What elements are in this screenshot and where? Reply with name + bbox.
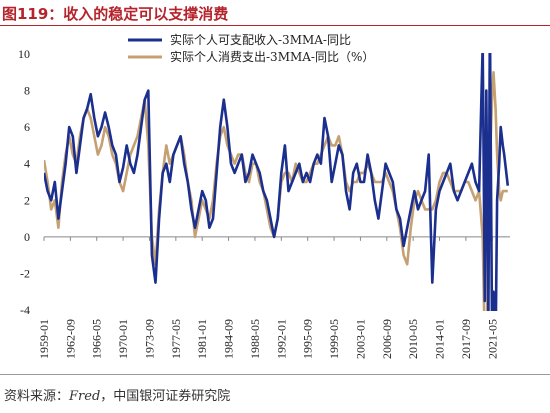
x-tick-label: 2006-09 — [380, 319, 394, 359]
y-tick-label: 6 — [24, 120, 30, 134]
x-tick-label: 2010-05 — [406, 319, 420, 359]
x-tick-label: 1984-09 — [222, 319, 236, 359]
x-axis: 1959-01 1962-09 1966-05 1970-01 1973-09 1977-… — [37, 236, 510, 359]
source-suffix: ，中国银河证券研究院 — [100, 389, 231, 404]
x-tick-label: 2017-09 — [459, 319, 473, 359]
x-tick-label: 1962-09 — [63, 319, 77, 359]
source-bar: 资料来源：Fred，中国银河证券研究院 — [0, 374, 550, 413]
y-tick-label: 0 — [24, 230, 30, 244]
line-chart: -4 -2 0 2 4 6 8 10 1959-01 1962-09 1966-05 1970-01… — [18, 32, 510, 359]
figure-title: 图119：收入的稳定可以支撑消费 — [2, 5, 229, 23]
x-tick-label: 1973-09 — [142, 319, 156, 359]
x-tick-label: 1959-01 — [37, 319, 51, 359]
source-fred: Fred — [69, 389, 101, 404]
y-tick-label: -4 — [20, 303, 30, 317]
x-tick-label: 1977-05 — [169, 319, 183, 359]
y-tick-label: 8 — [24, 84, 30, 98]
x-tick-label: 2021-05 — [485, 319, 499, 359]
y-axis: -4 -2 0 2 4 6 8 10 — [18, 47, 30, 317]
x-tick-label: 2003-01 — [353, 319, 367, 359]
title-bar: 图119：收入的稳定可以支撑消费 — [0, 0, 550, 26]
x-tick-label: 1995-09 — [301, 319, 315, 359]
series-line-income — [44, 53, 510, 311]
y-tick-label: -2 — [20, 266, 30, 280]
x-tick-label: 1981-01 — [195, 319, 209, 359]
y-tick-label: 10 — [18, 47, 30, 61]
x-tick-label: 1970-01 — [116, 319, 130, 359]
legend-label-income: 实际个人可支配收入-3MMA-同比 — [170, 32, 351, 47]
x-tick-label: 1988-05 — [248, 319, 262, 359]
source-prefix: 资料来源： — [4, 389, 70, 404]
x-tick-label: 1999-05 — [327, 319, 341, 359]
y-tick-label: 2 — [24, 193, 30, 207]
source-note: 资料来源：Fred，中国银河证券研究院 — [4, 385, 230, 404]
legend-label-consumption: 实际个人消费支出-3MMA-同比（%） — [170, 49, 374, 64]
x-tick-label: 1966-05 — [90, 319, 104, 359]
series-layer — [44, 53, 510, 311]
x-tick-label: 1992-01 — [274, 319, 288, 359]
y-tick-label: 4 — [24, 157, 30, 171]
x-tick-label: 2014-01 — [433, 319, 447, 359]
